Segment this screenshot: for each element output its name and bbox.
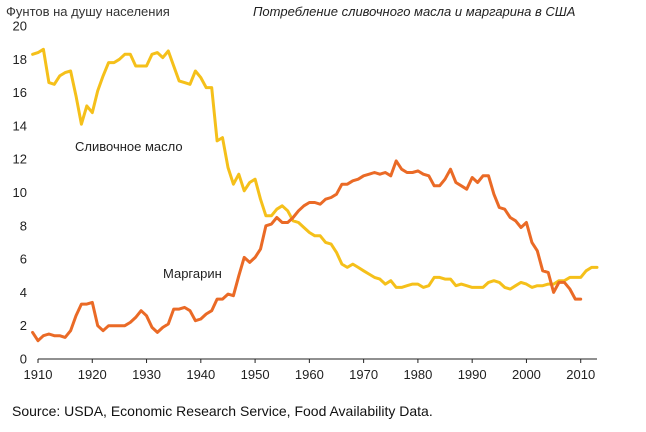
x-tick-label: 1930 [132,367,161,382]
y-axis-label: Фунтов на душу населения [6,4,170,19]
series-lines [31,47,599,343]
x-tick-label: 2000 [512,367,541,382]
x-tick-label: 1910 [24,367,53,382]
source-note: Source: USDA, Economic Research Service,… [12,403,433,419]
x-axis-ticks [37,359,582,363]
x-tick-label: 1950 [241,367,270,382]
x-axis-tick-labels: 1910 1920 1930 1940 1950 1960 1970 1980 1990 2000… [24,367,596,382]
y-tick-label: 18 [13,52,27,67]
y-tick-label: 4 [20,285,27,300]
y-axis-tick-labels: 0 2 4 6 8 10 12 14 16 18 20 [13,19,27,367]
y-tick-label: 0 [20,352,27,367]
y-tick-label: 6 [20,252,27,267]
y-tick-label: 2 [20,318,27,333]
x-tick-label: 1980 [403,367,432,382]
margarine-line [31,159,583,343]
x-tick-label: 1940 [186,367,215,382]
y-tick-label: 20 [13,19,27,34]
x-tick-label: 1970 [349,367,378,382]
y-tick-label: 12 [13,152,27,167]
series-label-margarine: Маргарин [163,266,222,281]
x-tick-label: 1960 [295,367,324,382]
y-tick-label: 14 [13,118,27,133]
x-tick-label: 1920 [78,367,107,382]
y-tick-label: 10 [13,185,27,200]
series-label-butter: Сливочное масло [75,139,183,154]
chart-title: Потребление сливочного масла и маргарина… [253,4,575,19]
x-tick-label: 2010 [566,367,595,382]
x-tick-label: 1990 [458,367,487,382]
y-tick-label: 8 [20,218,27,233]
butter-line [31,47,599,291]
y-tick-label: 16 [13,85,27,100]
